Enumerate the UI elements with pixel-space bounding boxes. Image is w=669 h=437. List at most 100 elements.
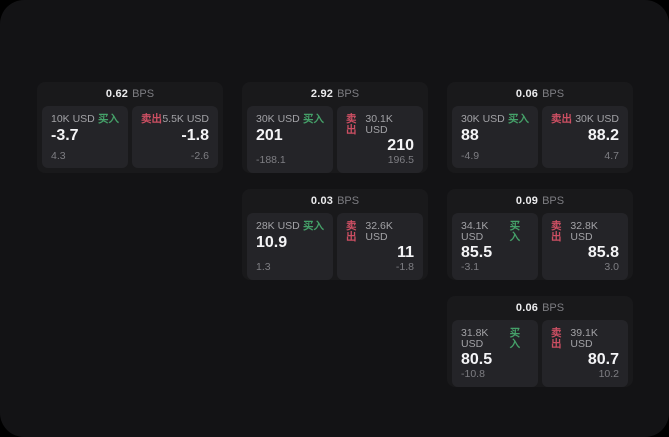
sell-price: 85.8 (587, 244, 619, 261)
sell-change: -2.6 (190, 149, 209, 162)
spread-value: 0.06 (515, 88, 539, 100)
spread-header: 0.03 BPS (242, 189, 428, 213)
spread-header: 0.09 BPS (447, 189, 633, 213)
sell-side-label: 卖出 (346, 113, 357, 136)
buy-amount: 30K USD (256, 113, 300, 125)
buy-quote-panel[interactable]: 10K USD 买入 -3.7 4.3 (42, 106, 128, 168)
quote-panels: 31.8K USD 买入 80.5 -10.8 卖出 39.1K USD 80.… (447, 320, 633, 392)
buy-price: 85.5 (461, 244, 493, 261)
quote-card: 0.62 BPS 10K USD 买入 -3.7 4.3 卖出 5.5K USD… (37, 82, 223, 173)
sell-amount: 30K USD (575, 113, 619, 125)
spread-value: 0.62 (105, 88, 129, 100)
buy-panel-header: 28K USD 买入 (256, 221, 324, 232)
quote-card: 0.06 BPS 31.8K USD 买入 80.5 -10.8 卖出 39.1… (447, 296, 633, 387)
sell-price: 210 (387, 137, 414, 154)
sell-panel-header: 卖出 30K USD (551, 114, 619, 125)
sell-quote-panel[interactable]: 卖出 5.5K USD -1.8 -2.6 (132, 106, 218, 168)
quote-card: 0.03 BPS 28K USD 买入 10.9 1.3 卖出 32.6K US… (242, 189, 428, 280)
sell-quote-panel[interactable]: 卖出 32.6K USD 11 -1.8 (337, 213, 423, 280)
quote-card: 0.09 BPS 34.1K USD 买入 85.5 -3.1 卖出 32.8K… (447, 189, 633, 280)
sell-change: 4.7 (604, 149, 619, 162)
sell-panel-header: 卖出 5.5K USD (141, 114, 209, 125)
buy-side-label: 买入 (303, 113, 324, 125)
buy-quote-panel[interactable]: 30K USD 买入 201 -188.1 (247, 106, 333, 173)
spread-unit: BPS (337, 195, 360, 207)
buy-amount: 34.1K USD (461, 220, 489, 243)
buy-panel-header: 31.8K USD 买入 (461, 328, 529, 349)
spread-value: 2.92 (310, 88, 334, 100)
buy-panel-header: 30K USD 买入 (461, 114, 529, 125)
sell-panel-header: 卖出 32.6K USD (346, 221, 414, 242)
spread-value: 0.03 (310, 195, 334, 207)
sell-amount: 5.5K USD (162, 113, 209, 125)
quote-card: 0.06 BPS 30K USD 买入 88 -4.9 卖出 30K USD 8… (447, 82, 633, 173)
sell-panel-header: 卖出 39.1K USD (551, 328, 619, 349)
buy-price: 10.9 (256, 233, 288, 251)
sell-price: -1.8 (181, 126, 209, 144)
sell-change: 3.0 (604, 261, 619, 274)
sell-change: 196.5 (387, 154, 414, 167)
spread-unit: BPS (542, 88, 565, 100)
sell-change: -1.8 (395, 261, 414, 274)
spread-unit: BPS (542, 302, 565, 314)
sell-side-label: 卖出 (141, 113, 162, 125)
spread-header: 0.06 BPS (447, 82, 633, 106)
buy-panel-header: 30K USD 买入 (256, 114, 324, 125)
spread-header: 2.92 BPS (242, 82, 428, 106)
buy-price: 88 (461, 126, 479, 144)
buy-panel-header: 34.1K USD 买入 (461, 221, 529, 242)
spread-unit: BPS (337, 88, 360, 100)
sell-panel-header: 卖出 32.8K USD (551, 221, 619, 242)
buy-amount: 30K USD (461, 113, 505, 125)
sell-change: 10.2 (598, 368, 619, 381)
spread-value: 0.06 (515, 302, 539, 314)
sell-price: 11 (397, 244, 414, 261)
buy-side-label: 买入 (303, 220, 324, 232)
sell-price: 80.7 (587, 351, 619, 368)
quote-panels: 30K USD 买入 201 -188.1 卖出 30.1K USD 210 1… (242, 106, 428, 178)
quote-card: 2.92 BPS 30K USD 买入 201 -188.1 卖出 30.1K … (242, 82, 428, 173)
quote-panels: 30K USD 买入 88 -4.9 卖出 30K USD 88.2 4.7 (447, 106, 633, 173)
spread-value: 0.09 (515, 195, 539, 207)
sell-price: 88.2 (587, 126, 619, 144)
buy-side-label: 买入 (509, 327, 521, 350)
buy-quote-panel[interactable]: 30K USD 买入 88 -4.9 (452, 106, 538, 168)
sell-quote-panel[interactable]: 卖出 30.1K USD 210 196.5 (337, 106, 423, 173)
sell-side-label: 卖出 (551, 113, 572, 125)
buy-change: -4.9 (461, 149, 480, 162)
spread-header: 0.06 BPS (447, 296, 633, 320)
sell-quote-panel[interactable]: 卖出 32.8K USD 85.8 3.0 (542, 213, 628, 280)
buy-change: -3.1 (461, 261, 480, 274)
quote-panels: 34.1K USD 买入 85.5 -3.1 卖出 32.8K USD 85.8… (447, 213, 633, 285)
buy-side-label: 买入 (509, 220, 521, 243)
sell-amount: 39.1K USD (570, 327, 598, 350)
buy-amount: 28K USD (256, 220, 300, 232)
buy-side-label: 买入 (508, 113, 529, 125)
buy-side-label: 买入 (98, 113, 119, 125)
spread-unit: BPS (132, 88, 155, 100)
sell-side-label: 卖出 (551, 220, 562, 243)
buy-change: 1.3 (256, 261, 271, 274)
sell-amount: 30.1K USD (365, 113, 393, 136)
buy-quote-panel[interactable]: 34.1K USD 买入 85.5 -3.1 (452, 213, 538, 280)
buy-amount: 31.8K USD (461, 327, 489, 350)
sell-panel-header: 卖出 30.1K USD (346, 114, 414, 135)
quote-panels: 10K USD 买入 -3.7 4.3 卖出 5.5K USD -1.8 -2.… (37, 106, 223, 173)
sell-amount: 32.8K USD (570, 220, 598, 243)
spread-header: 0.62 BPS (37, 82, 223, 106)
sell-quote-panel[interactable]: 卖出 39.1K USD 80.7 10.2 (542, 320, 628, 387)
buy-panel-header: 10K USD 买入 (51, 114, 119, 125)
sell-amount: 32.6K USD (365, 220, 393, 243)
sell-side-label: 卖出 (551, 327, 562, 350)
buy-price: -3.7 (51, 126, 79, 144)
buy-quote-panel[interactable]: 28K USD 买入 10.9 1.3 (247, 213, 333, 280)
buy-price: 201 (256, 126, 283, 144)
sell-quote-panel[interactable]: 卖出 30K USD 88.2 4.7 (542, 106, 628, 168)
buy-amount: 10K USD (51, 113, 95, 125)
quote-panels: 28K USD 买入 10.9 1.3 卖出 32.6K USD 11 -1.8 (242, 213, 428, 285)
buy-quote-panel[interactable]: 31.8K USD 买入 80.5 -10.8 (452, 320, 538, 387)
buy-change: 4.3 (51, 149, 66, 162)
spread-unit: BPS (542, 195, 565, 207)
buy-change: -10.8 (461, 368, 485, 381)
